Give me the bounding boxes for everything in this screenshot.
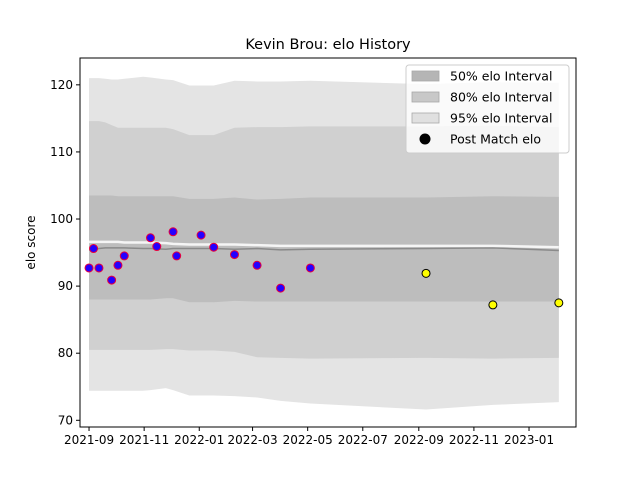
post-match-point <box>229 250 239 260</box>
post-match-point <box>94 263 104 273</box>
mean-line <box>89 240 559 249</box>
post-match-point <box>196 230 206 240</box>
x-tick-label: 2022-07 <box>338 433 388 447</box>
legend-swatch <box>411 70 440 82</box>
y-tick-label: 70 <box>58 413 73 427</box>
x-tick-label: 2022-09 <box>394 433 444 447</box>
post-match-point <box>252 260 262 270</box>
post-match-point <box>488 300 498 310</box>
x-tick-label: 2022-01 <box>174 433 224 447</box>
post-match-point <box>554 298 564 308</box>
post-match-point <box>172 251 182 261</box>
post-match-point <box>168 227 178 237</box>
post-match-point <box>421 268 431 278</box>
legend-box <box>405 64 570 154</box>
legend-marker <box>419 133 431 145</box>
legend-swatch <box>411 112 440 124</box>
y-tick-label: 100 <box>50 212 73 226</box>
post-match-point <box>305 263 315 273</box>
x-tick-label: 2023-01 <box>504 433 554 447</box>
x-tick-label: 2021-11 <box>119 433 169 447</box>
legend-swatch <box>411 91 440 103</box>
legend: 50% elo Interval 80% elo Interval 95% elo … <box>405 64 570 154</box>
post-match-point <box>152 242 162 252</box>
interval-bands <box>89 76 559 410</box>
y-axis-label: elo score <box>24 215 38 269</box>
plot-frame <box>79 57 577 428</box>
post-match-point <box>209 242 219 252</box>
y-axis-ticks: 70 80 90 100 110 120 <box>50 78 80 427</box>
x-tick-label: 2021-09 <box>64 433 114 447</box>
post-match-points <box>84 227 564 310</box>
legend-label: 80% elo Interval <box>450 90 552 105</box>
post-match-point <box>145 233 155 243</box>
post-match-point <box>113 260 123 270</box>
chart-title: Kevin Brou: elo History <box>245 37 411 53</box>
x-axis-ticks: 2021-09 2021-11 2022-01 2022-03 2022-05 2022-… <box>64 427 554 447</box>
mean-line-dark <box>89 247 559 252</box>
x-tick-label: 2022-05 <box>283 433 333 447</box>
y-tick-label: 90 <box>58 279 73 293</box>
post-match-point <box>107 275 117 285</box>
legend-label: 95% elo Interval <box>450 111 552 126</box>
y-tick-label: 80 <box>58 346 73 360</box>
mean-lines <box>89 240 559 252</box>
x-tick-label: 2022-03 <box>227 433 277 447</box>
legend-label: 50% elo Interval <box>450 69 552 84</box>
post-match-point <box>276 283 286 293</box>
x-tick-label: 2022-11 <box>449 433 499 447</box>
post-match-point <box>89 244 99 254</box>
legend-label: Post Match elo <box>450 132 541 147</box>
post-match-point <box>119 251 129 261</box>
y-tick-label: 120 <box>50 78 73 92</box>
y-tick-label: 110 <box>50 145 73 159</box>
post-match-point <box>84 263 94 273</box>
